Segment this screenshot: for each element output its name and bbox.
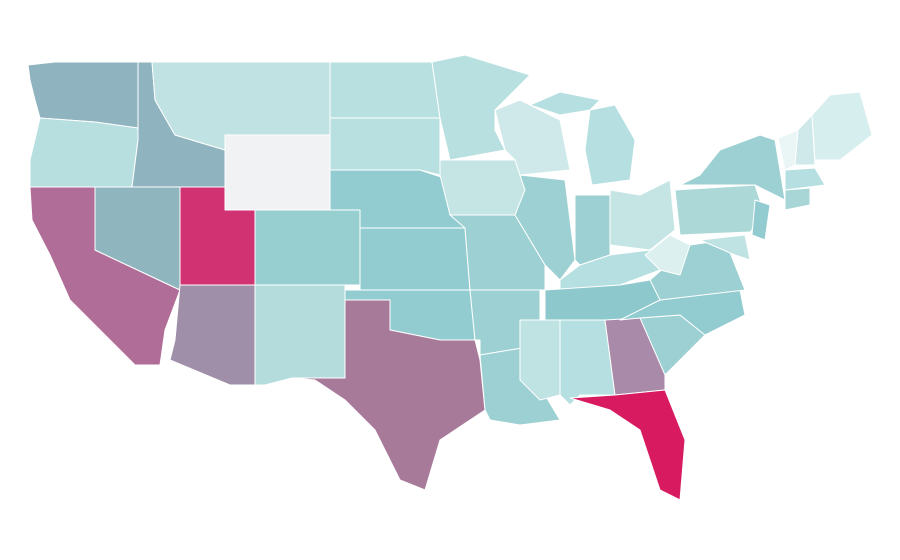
state xyxy=(359,227,471,291)
state xyxy=(811,91,873,161)
state xyxy=(699,234,751,261)
state xyxy=(751,199,771,241)
state xyxy=(679,134,786,201)
state xyxy=(519,319,561,401)
state xyxy=(784,167,826,191)
state xyxy=(794,114,816,166)
state xyxy=(644,234,691,276)
state xyxy=(291,299,486,491)
state xyxy=(439,159,526,216)
state xyxy=(584,104,636,186)
state xyxy=(569,389,686,501)
state xyxy=(254,209,361,286)
state xyxy=(329,117,441,176)
state xyxy=(514,174,576,281)
state xyxy=(224,134,331,211)
state xyxy=(529,91,601,116)
state xyxy=(609,179,676,251)
state xyxy=(431,54,531,161)
state xyxy=(494,99,571,176)
state xyxy=(29,117,139,188)
state xyxy=(674,184,766,236)
state xyxy=(329,61,441,119)
state xyxy=(574,194,611,266)
state xyxy=(254,284,346,386)
state xyxy=(784,187,811,211)
state xyxy=(169,284,256,386)
